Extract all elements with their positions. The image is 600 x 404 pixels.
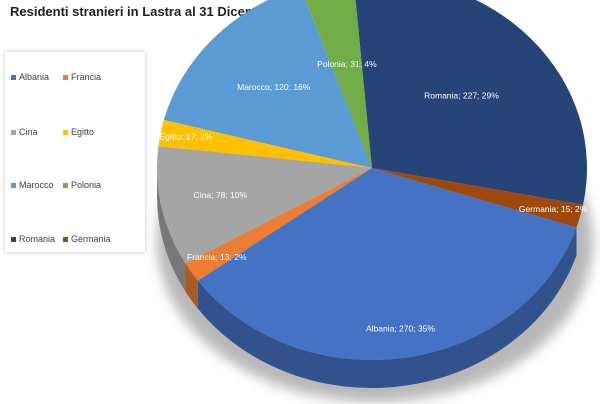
- pie-side-albania: [197, 227, 577, 388]
- legend-swatch-cina: [11, 129, 16, 135]
- legend-label-polonia: Polonia: [71, 180, 102, 190]
- legend-label-marocco: Marocco: [19, 180, 54, 190]
- legend-swatch-marocco: [11, 182, 16, 188]
- legend-swatch-polonia: [63, 182, 68, 188]
- legend-label-cina: Cina: [19, 127, 38, 137]
- legend-label-albania: Albania: [19, 72, 50, 82]
- legend-item-marocco: Marocco: [11, 180, 54, 190]
- legend-swatch-francia: [63, 74, 68, 80]
- pie-slice-cina: [156, 146, 372, 264]
- pie-slice-germania: [372, 168, 584, 228]
- legend-swatch-albania: [11, 74, 16, 80]
- chart-legend: Albania Francia Cina Egitto Marocco Polo…: [5, 52, 145, 252]
- data-label-egitto: Egitto; 17; 2%: [160, 131, 213, 141]
- pie-label-layer: Albania; 270; 35% Francia; 13; 2% Cina; 78…: [160, 59, 588, 333]
- legend-item-albania: Albania: [11, 72, 49, 82]
- pie-slice-egitto: [158, 119, 372, 168]
- legend-item-romania: Romania: [11, 234, 55, 244]
- legend-swatch-romania: [11, 236, 16, 242]
- data-label-marocco: Marocco; 120; 16%: [237, 82, 311, 92]
- pie-slice-romania: [355, 0, 587, 205]
- pie-slice-francia: [185, 168, 372, 281]
- pie-slice-polonia: [305, 0, 372, 168]
- legend-swatch-germania: [63, 236, 68, 242]
- legend-label-romania: Romania: [19, 234, 56, 244]
- data-label-albania: Albania; 270; 35%: [366, 323, 435, 333]
- pie-side-francia: [185, 263, 198, 309]
- pie-top-layer: [156, 0, 587, 361]
- legend-item-germania: Germania: [63, 234, 111, 244]
- legend-label-egitto: Egitto: [71, 127, 95, 137]
- legend-swatch-egitto: [63, 129, 68, 135]
- data-label-francia: Francia; 13; 2%: [187, 252, 247, 262]
- pie-side-layer: [157, 168, 577, 388]
- pie-side-cina: [157, 168, 186, 292]
- data-label-romania: Romania; 227; 29%: [424, 90, 499, 100]
- legend-label-germania: Germania: [71, 234, 111, 244]
- pie-slice-albania: [197, 168, 577, 361]
- data-label-germania: Germania; 15; 2%: [519, 204, 588, 214]
- pie-slice-marocco: [163, 0, 372, 168]
- legend-label-francia: Francia: [71, 72, 102, 82]
- chart-title: Residenti stranieri in Lastra al 31 Dice…: [10, 4, 310, 19]
- legend-item-francia: Francia: [63, 72, 101, 82]
- data-label-polonia: Polonia; 31; 4%: [317, 59, 377, 69]
- legend-item-egitto: Egitto: [63, 127, 94, 137]
- legend-item-cina: Cina: [11, 127, 38, 137]
- legend-item-polonia: Polonia: [63, 180, 101, 190]
- data-label-cina: Cina; 78; 10%: [194, 190, 248, 200]
